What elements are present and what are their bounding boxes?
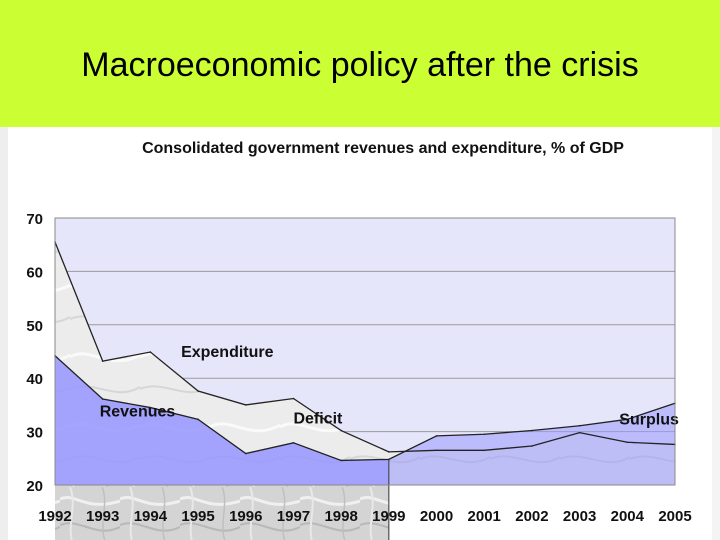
x-tick-label: 1995 bbox=[181, 508, 214, 525]
revenues-point bbox=[388, 458, 390, 461]
x-axis: 1992 1993 1994 1995 1996 1997 1998 1999 2000 2001… bbox=[38, 508, 691, 525]
expenditure-area bbox=[55, 242, 675, 485]
expenditure-point bbox=[483, 449, 486, 452]
x-tick-label: 2000 bbox=[420, 508, 453, 525]
annotation-revenues: Revenues bbox=[100, 404, 176, 421]
revenues-point bbox=[578, 424, 581, 427]
y-tick-label: 70 bbox=[26, 211, 43, 228]
x-tick-label: 2004 bbox=[611, 508, 645, 525]
x-tick-label: 1992 bbox=[38, 508, 71, 525]
panel-left-edge bbox=[0, 127, 8, 540]
panel-right-edge bbox=[712, 127, 720, 540]
expenditure-point bbox=[578, 431, 581, 434]
x-tick-label: 1998 bbox=[324, 508, 357, 525]
y-tick-label: 50 bbox=[26, 318, 43, 335]
annotation-deficit: Deficit bbox=[293, 411, 343, 428]
y-tick-label: 30 bbox=[26, 425, 43, 442]
x-tick-label: 2002 bbox=[515, 508, 548, 525]
x-tick-label: 1999 bbox=[372, 508, 405, 525]
chart-title: Consolidated government revenues and exp… bbox=[142, 140, 624, 157]
revenues-point bbox=[244, 452, 247, 455]
annotation-expenditure: Expenditure bbox=[181, 344, 274, 361]
revenues-point bbox=[292, 442, 295, 444]
expenditure-point bbox=[101, 360, 104, 362]
y-tick-label: 40 bbox=[26, 371, 43, 388]
revenues-point bbox=[101, 398, 104, 400]
revenues-point bbox=[626, 418, 629, 421]
expenditure-point bbox=[292, 397, 295, 400]
expenditure-point bbox=[340, 429, 342, 432]
x-tick-label: 2005 bbox=[658, 508, 691, 525]
expenditure-point bbox=[531, 445, 533, 447]
expenditure-point bbox=[149, 351, 152, 353]
annotations: Expenditure Revenues Deficit Surplus bbox=[100, 344, 679, 429]
x-axis-decoration bbox=[55, 485, 389, 540]
x-tick-label: 1996 bbox=[229, 508, 262, 525]
revenues-point bbox=[340, 459, 342, 462]
x-tick-label: 1997 bbox=[277, 508, 310, 525]
revenues-point bbox=[197, 418, 199, 421]
x-tick-label: 1993 bbox=[86, 508, 119, 525]
expenditure-point bbox=[244, 404, 247, 406]
x-tick-label: 2003 bbox=[563, 508, 596, 525]
revenues-area-deficit-period bbox=[55, 355, 389, 485]
series-areas bbox=[54, 241, 676, 540]
annotation-surplus: Surplus bbox=[619, 412, 679, 429]
revenues-point bbox=[435, 435, 438, 437]
x-axis-marble-strip bbox=[55, 485, 389, 540]
revenues-line bbox=[54, 355, 676, 462]
revenues-point bbox=[149, 406, 152, 409]
expenditure-point bbox=[197, 390, 199, 392]
expenditure-line bbox=[54, 241, 676, 453]
area-chart: Consolidated government revenues and exp… bbox=[0, 127, 720, 540]
plot-border bbox=[54, 217, 676, 486]
expenditure-point bbox=[626, 441, 629, 444]
chart-panel: Consolidated government revenues and exp… bbox=[0, 127, 720, 540]
revenues-point bbox=[483, 433, 486, 436]
revenues-point bbox=[531, 429, 533, 432]
y-tick-label: 20 bbox=[26, 478, 43, 495]
y-axis: 20 30 40 50 60 70 bbox=[26, 211, 43, 495]
x-tick-label: 2001 bbox=[468, 508, 501, 525]
slide-title: Macroeconomic policy after the crisis bbox=[81, 46, 639, 84]
x-tick-label: 1994 bbox=[134, 508, 168, 525]
y-tick-label: 60 bbox=[26, 264, 43, 281]
expenditure-point bbox=[435, 449, 438, 452]
expenditure-point bbox=[388, 451, 390, 453]
